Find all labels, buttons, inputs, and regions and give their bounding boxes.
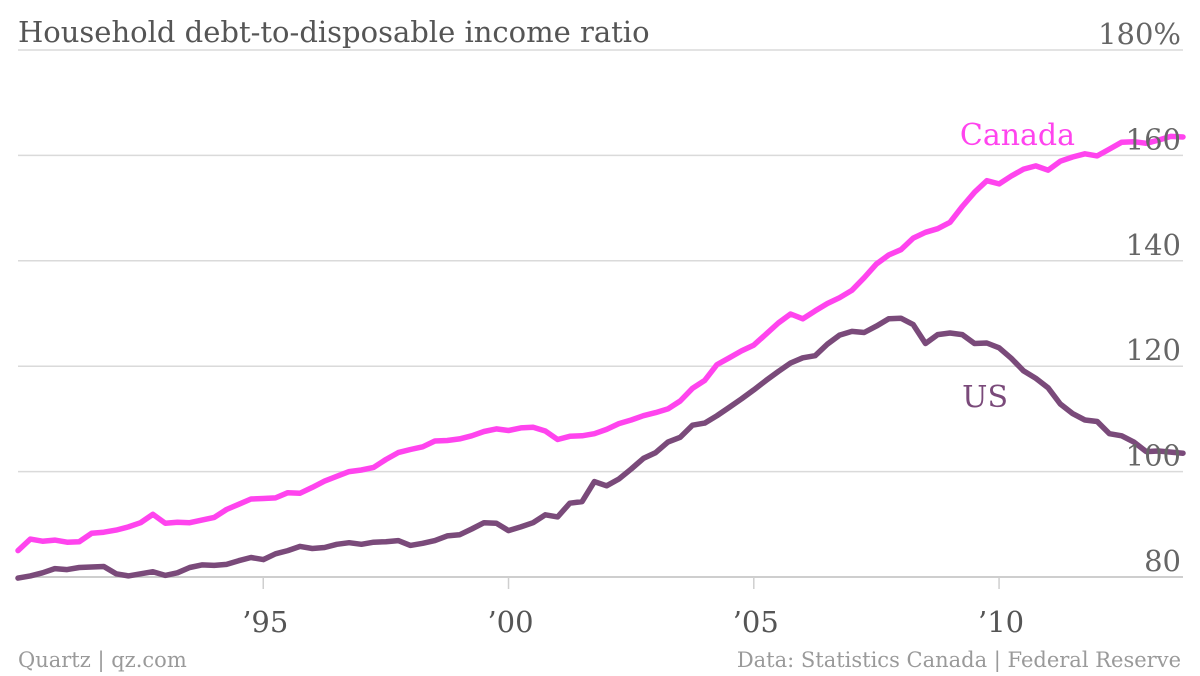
footer-credit: Quartz | qz.com xyxy=(18,648,187,673)
gridlines xyxy=(18,49,1183,578)
series-label-canada: Canada xyxy=(960,118,1075,153)
series-labels: Canada US xyxy=(960,118,1075,415)
y-tick-label-140: 140 xyxy=(1126,228,1181,262)
x-tick-label-1995: ’95 xyxy=(242,605,288,639)
x-tick-label-2010: ’10 xyxy=(978,605,1024,639)
x-tick-marks xyxy=(262,577,1000,589)
x-tick-labels: ’95 ’00 ’05 ’10 xyxy=(242,605,1024,639)
chart-title: Household debt-to-disposable income rati… xyxy=(18,15,650,49)
y-tick-label-100: 100 xyxy=(1126,439,1181,473)
x-tick-label-2000: ’00 xyxy=(487,605,533,639)
footer-source: Data: Statistics Canada | Federal Reserv… xyxy=(737,648,1181,673)
series-lines xyxy=(15,133,1186,581)
y-tick-label-160: 160 xyxy=(1126,122,1181,156)
y-tick-labels: 80 100 120 140 160 180% xyxy=(1098,17,1181,578)
series-line-canada xyxy=(15,133,1186,554)
series-line-us xyxy=(15,315,1186,581)
y-tick-label-80: 80 xyxy=(1144,544,1181,578)
series-label-us: US xyxy=(962,380,1008,415)
x-tick-label-2005: ’05 xyxy=(733,605,779,639)
y-tick-label-180: 180% xyxy=(1098,17,1181,51)
y-tick-label-120: 120 xyxy=(1126,333,1181,367)
